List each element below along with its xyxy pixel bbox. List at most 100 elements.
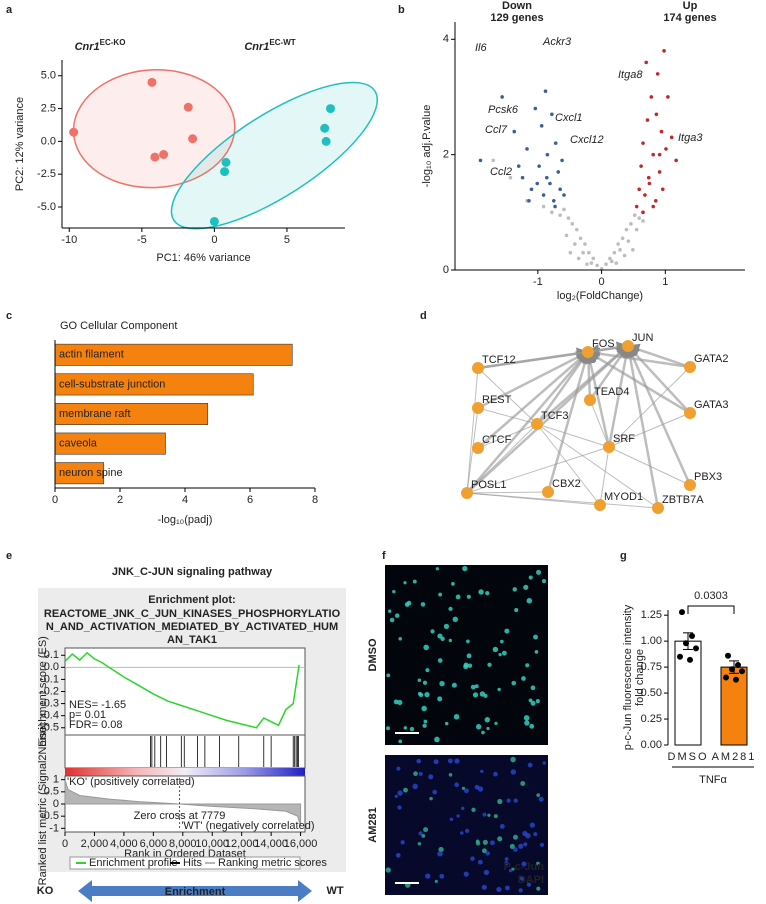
y-tick-label: -5.0 — [37, 201, 56, 213]
cell — [492, 646, 499, 653]
cell — [481, 730, 485, 735]
panel-letter: d — [420, 310, 427, 322]
edge — [608, 412, 691, 448]
edge — [607, 344, 633, 448]
cell — [470, 684, 476, 690]
point — [548, 181, 552, 186]
gene-label: Cxcl1 — [555, 112, 583, 124]
point — [644, 60, 649, 65]
cell — [535, 698, 540, 704]
edge — [477, 350, 590, 410]
point — [735, 662, 741, 669]
cell — [454, 782, 459, 788]
point — [537, 164, 541, 168]
x-tick-label: 14,000 — [254, 838, 288, 850]
cell — [509, 843, 515, 849]
point — [653, 198, 658, 203]
cell — [504, 885, 510, 891]
panel-letter: g — [620, 550, 627, 562]
point — [620, 236, 625, 241]
cell — [403, 787, 408, 793]
point — [659, 129, 664, 134]
cell — [506, 798, 511, 803]
point — [150, 152, 160, 162]
cell — [437, 658, 443, 663]
cell — [425, 873, 431, 879]
cell — [398, 636, 402, 641]
point — [583, 242, 587, 246]
point — [478, 158, 483, 163]
cell — [530, 700, 536, 706]
y-tick-label: 1 — [53, 774, 59, 786]
point — [562, 193, 566, 197]
point — [320, 123, 330, 133]
direction-arrow — [78, 880, 312, 902]
point — [556, 170, 561, 174]
point — [581, 250, 585, 255]
cell — [497, 836, 503, 842]
cell — [536, 793, 541, 797]
cell — [525, 832, 531, 839]
node-label: CTCF — [482, 434, 512, 446]
group-superscript: EC-WT — [269, 38, 295, 47]
legend-label: Ranking metric scores — [218, 857, 327, 869]
cell — [449, 817, 454, 822]
point — [683, 640, 689, 647]
point — [739, 668, 745, 675]
group-name: Cnr1 — [244, 41, 269, 53]
point — [512, 129, 517, 134]
point — [183, 102, 193, 112]
node — [684, 407, 696, 419]
cell — [489, 840, 495, 846]
cell — [452, 616, 458, 623]
legend-label: Down — [502, 0, 532, 12]
cell — [432, 789, 438, 795]
cell — [521, 676, 526, 681]
point — [558, 187, 562, 192]
cell — [536, 886, 541, 891]
cell — [526, 882, 532, 887]
edge — [599, 446, 611, 506]
point — [188, 134, 198, 144]
cell — [487, 813, 491, 817]
point — [321, 136, 331, 146]
point — [551, 198, 556, 203]
cell — [422, 680, 428, 685]
node-label: FOS — [592, 338, 615, 350]
point — [568, 250, 573, 255]
point — [639, 164, 643, 168]
cell — [437, 851, 443, 857]
point — [550, 210, 554, 215]
x-tick-label: 6,000 — [140, 838, 168, 850]
node — [472, 402, 484, 414]
point — [664, 147, 668, 151]
stat-text: FDR= 0.08 — [69, 719, 123, 731]
legend-label: Up — [683, 0, 698, 12]
point — [622, 253, 627, 258]
cell — [430, 629, 435, 634]
point — [491, 158, 496, 163]
point — [508, 175, 513, 180]
cell — [403, 726, 408, 730]
x-tick-label: 2 — [117, 494, 123, 506]
cell — [435, 567, 439, 571]
point — [614, 261, 619, 265]
cell — [487, 662, 492, 667]
cell — [523, 715, 530, 721]
y-tick-label: -2.5 — [37, 168, 56, 180]
node — [584, 394, 596, 406]
cell — [477, 859, 483, 865]
hits-frame — [64, 734, 306, 769]
point — [529, 187, 534, 192]
cell — [423, 719, 428, 724]
node — [622, 340, 634, 352]
cell — [461, 806, 465, 811]
cell — [508, 868, 513, 873]
stain-label: P-c-Jun — [504, 861, 545, 873]
cell — [418, 831, 423, 836]
cell — [481, 884, 487, 890]
cell — [456, 814, 460, 818]
cell — [483, 869, 490, 876]
legend-box — [69, 856, 301, 870]
